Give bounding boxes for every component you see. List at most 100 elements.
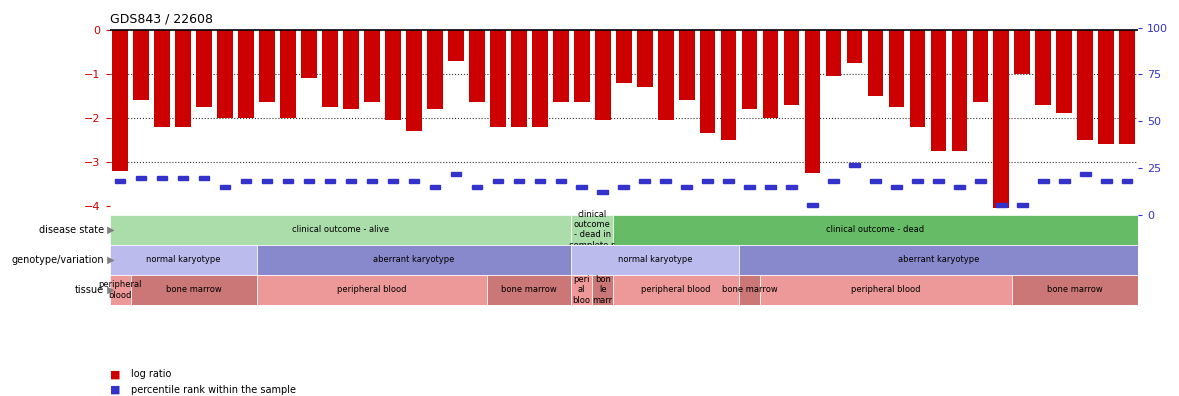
Text: genotype/variation: genotype/variation [11, 255, 104, 265]
Bar [364, 30, 380, 103]
Bar [1059, 179, 1069, 183]
Bar [868, 30, 883, 96]
Bar [703, 179, 713, 183]
Bar [744, 185, 755, 189]
Bar [427, 30, 443, 109]
Bar [176, 30, 191, 127]
Bar [619, 185, 628, 189]
Bar [739, 245, 1138, 275]
Bar [613, 215, 1138, 245]
Bar [534, 179, 545, 183]
Bar [110, 275, 131, 305]
Bar [367, 179, 377, 183]
Text: ▶: ▶ [104, 255, 114, 265]
Text: tissue: tissue [74, 285, 104, 295]
Bar [114, 179, 125, 183]
Bar [660, 179, 671, 183]
Bar [110, 245, 257, 275]
Text: peripheral
blood: peripheral blood [98, 280, 141, 299]
Bar [1017, 204, 1028, 208]
Bar [217, 30, 233, 118]
Bar [448, 30, 463, 61]
Text: log ratio: log ratio [131, 369, 171, 379]
Bar [1035, 30, 1052, 105]
Bar [913, 179, 923, 183]
Bar [131, 275, 257, 305]
Text: peripheral blood: peripheral blood [337, 286, 407, 294]
Bar [739, 275, 760, 305]
Bar [658, 30, 673, 120]
Bar [257, 275, 487, 305]
Bar [870, 179, 881, 183]
Text: aberrant karyotype: aberrant karyotype [897, 255, 979, 264]
Bar [639, 179, 650, 183]
Bar [724, 179, 733, 183]
Bar [238, 30, 253, 118]
Bar [572, 215, 613, 245]
Text: bone marrow: bone marrow [722, 286, 777, 294]
Text: clinical
outcome
- dead in
complete r: clinical outcome - dead in complete r [569, 209, 615, 250]
Bar [196, 30, 212, 107]
Bar [889, 30, 904, 107]
Bar [1122, 179, 1133, 183]
Bar [786, 185, 797, 189]
Bar [825, 30, 842, 76]
Bar [199, 176, 210, 180]
Bar [555, 179, 566, 183]
Bar [613, 275, 739, 305]
Bar [973, 30, 988, 103]
Bar [429, 185, 440, 189]
Text: GDS843 / 22608: GDS843 / 22608 [110, 12, 212, 25]
Bar [154, 30, 170, 127]
Bar [951, 30, 967, 151]
Bar [219, 185, 230, 189]
Text: ▶: ▶ [104, 225, 114, 235]
Bar [954, 185, 964, 189]
Bar [763, 30, 778, 118]
Bar [241, 179, 251, 183]
Bar [829, 179, 838, 183]
Bar [343, 30, 358, 109]
Bar [324, 179, 335, 183]
Bar [112, 30, 129, 171]
Bar [469, 30, 485, 103]
Bar [847, 30, 862, 63]
Bar [406, 30, 422, 131]
Bar [514, 179, 523, 183]
Text: aberrant karyotype: aberrant karyotype [374, 255, 455, 264]
Bar [283, 179, 294, 183]
Text: bon
le
marr: bon le marr [593, 275, 613, 305]
Bar [1101, 179, 1112, 183]
Bar [720, 30, 737, 140]
Text: disease state: disease state [39, 225, 104, 235]
Bar [304, 179, 315, 183]
Bar [849, 163, 859, 167]
Bar [804, 30, 821, 173]
Bar [765, 185, 776, 189]
Bar [388, 179, 399, 183]
Bar [760, 275, 1012, 305]
Bar [700, 30, 716, 133]
Bar [1119, 30, 1135, 144]
Bar [1012, 275, 1138, 305]
Bar [532, 30, 547, 127]
Bar [511, 30, 527, 127]
Bar [301, 30, 317, 78]
Bar [386, 30, 401, 120]
Bar [1099, 30, 1114, 144]
Bar [637, 30, 652, 87]
Bar [257, 245, 572, 275]
Bar [472, 185, 482, 189]
Bar [450, 172, 461, 176]
Bar [572, 245, 739, 275]
Bar [1056, 30, 1072, 114]
Bar [345, 179, 356, 183]
Text: clinical outcome - dead: clinical outcome - dead [826, 225, 924, 234]
Bar [136, 176, 146, 180]
Bar [1038, 179, 1048, 183]
Bar [784, 30, 799, 105]
Text: ▶: ▶ [104, 285, 114, 295]
Bar [487, 275, 572, 305]
Bar [493, 179, 503, 183]
Bar [259, 30, 275, 103]
